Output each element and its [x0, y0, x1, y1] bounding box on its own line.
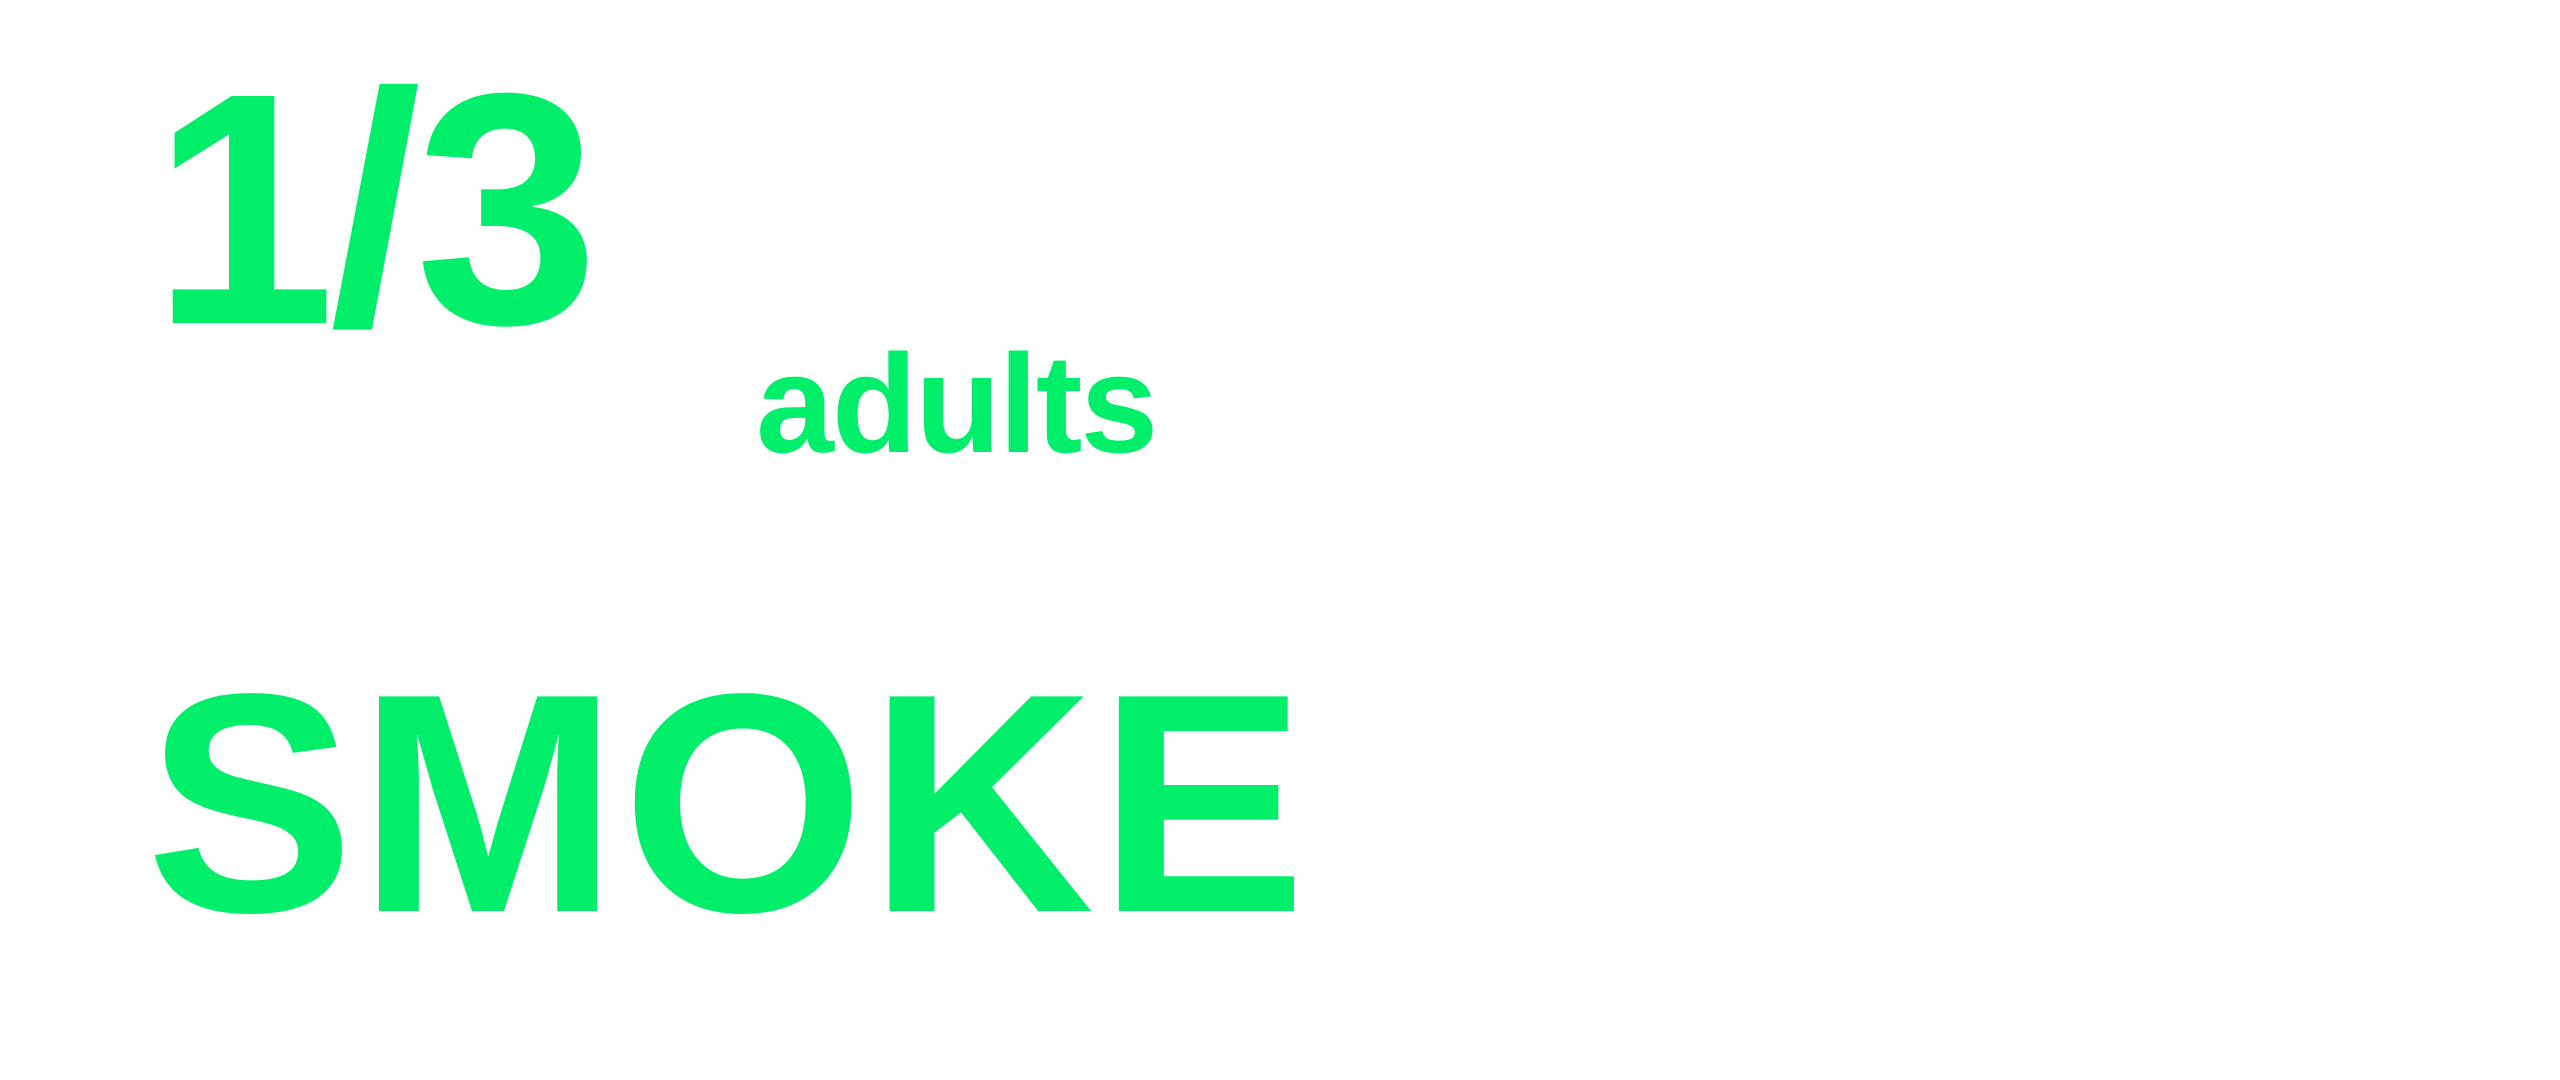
stat-unit-label: adults	[756, 325, 1158, 482]
headline-word: SMOKE	[146, 630, 1311, 978]
stat-fraction: 1/3	[152, 24, 599, 393]
